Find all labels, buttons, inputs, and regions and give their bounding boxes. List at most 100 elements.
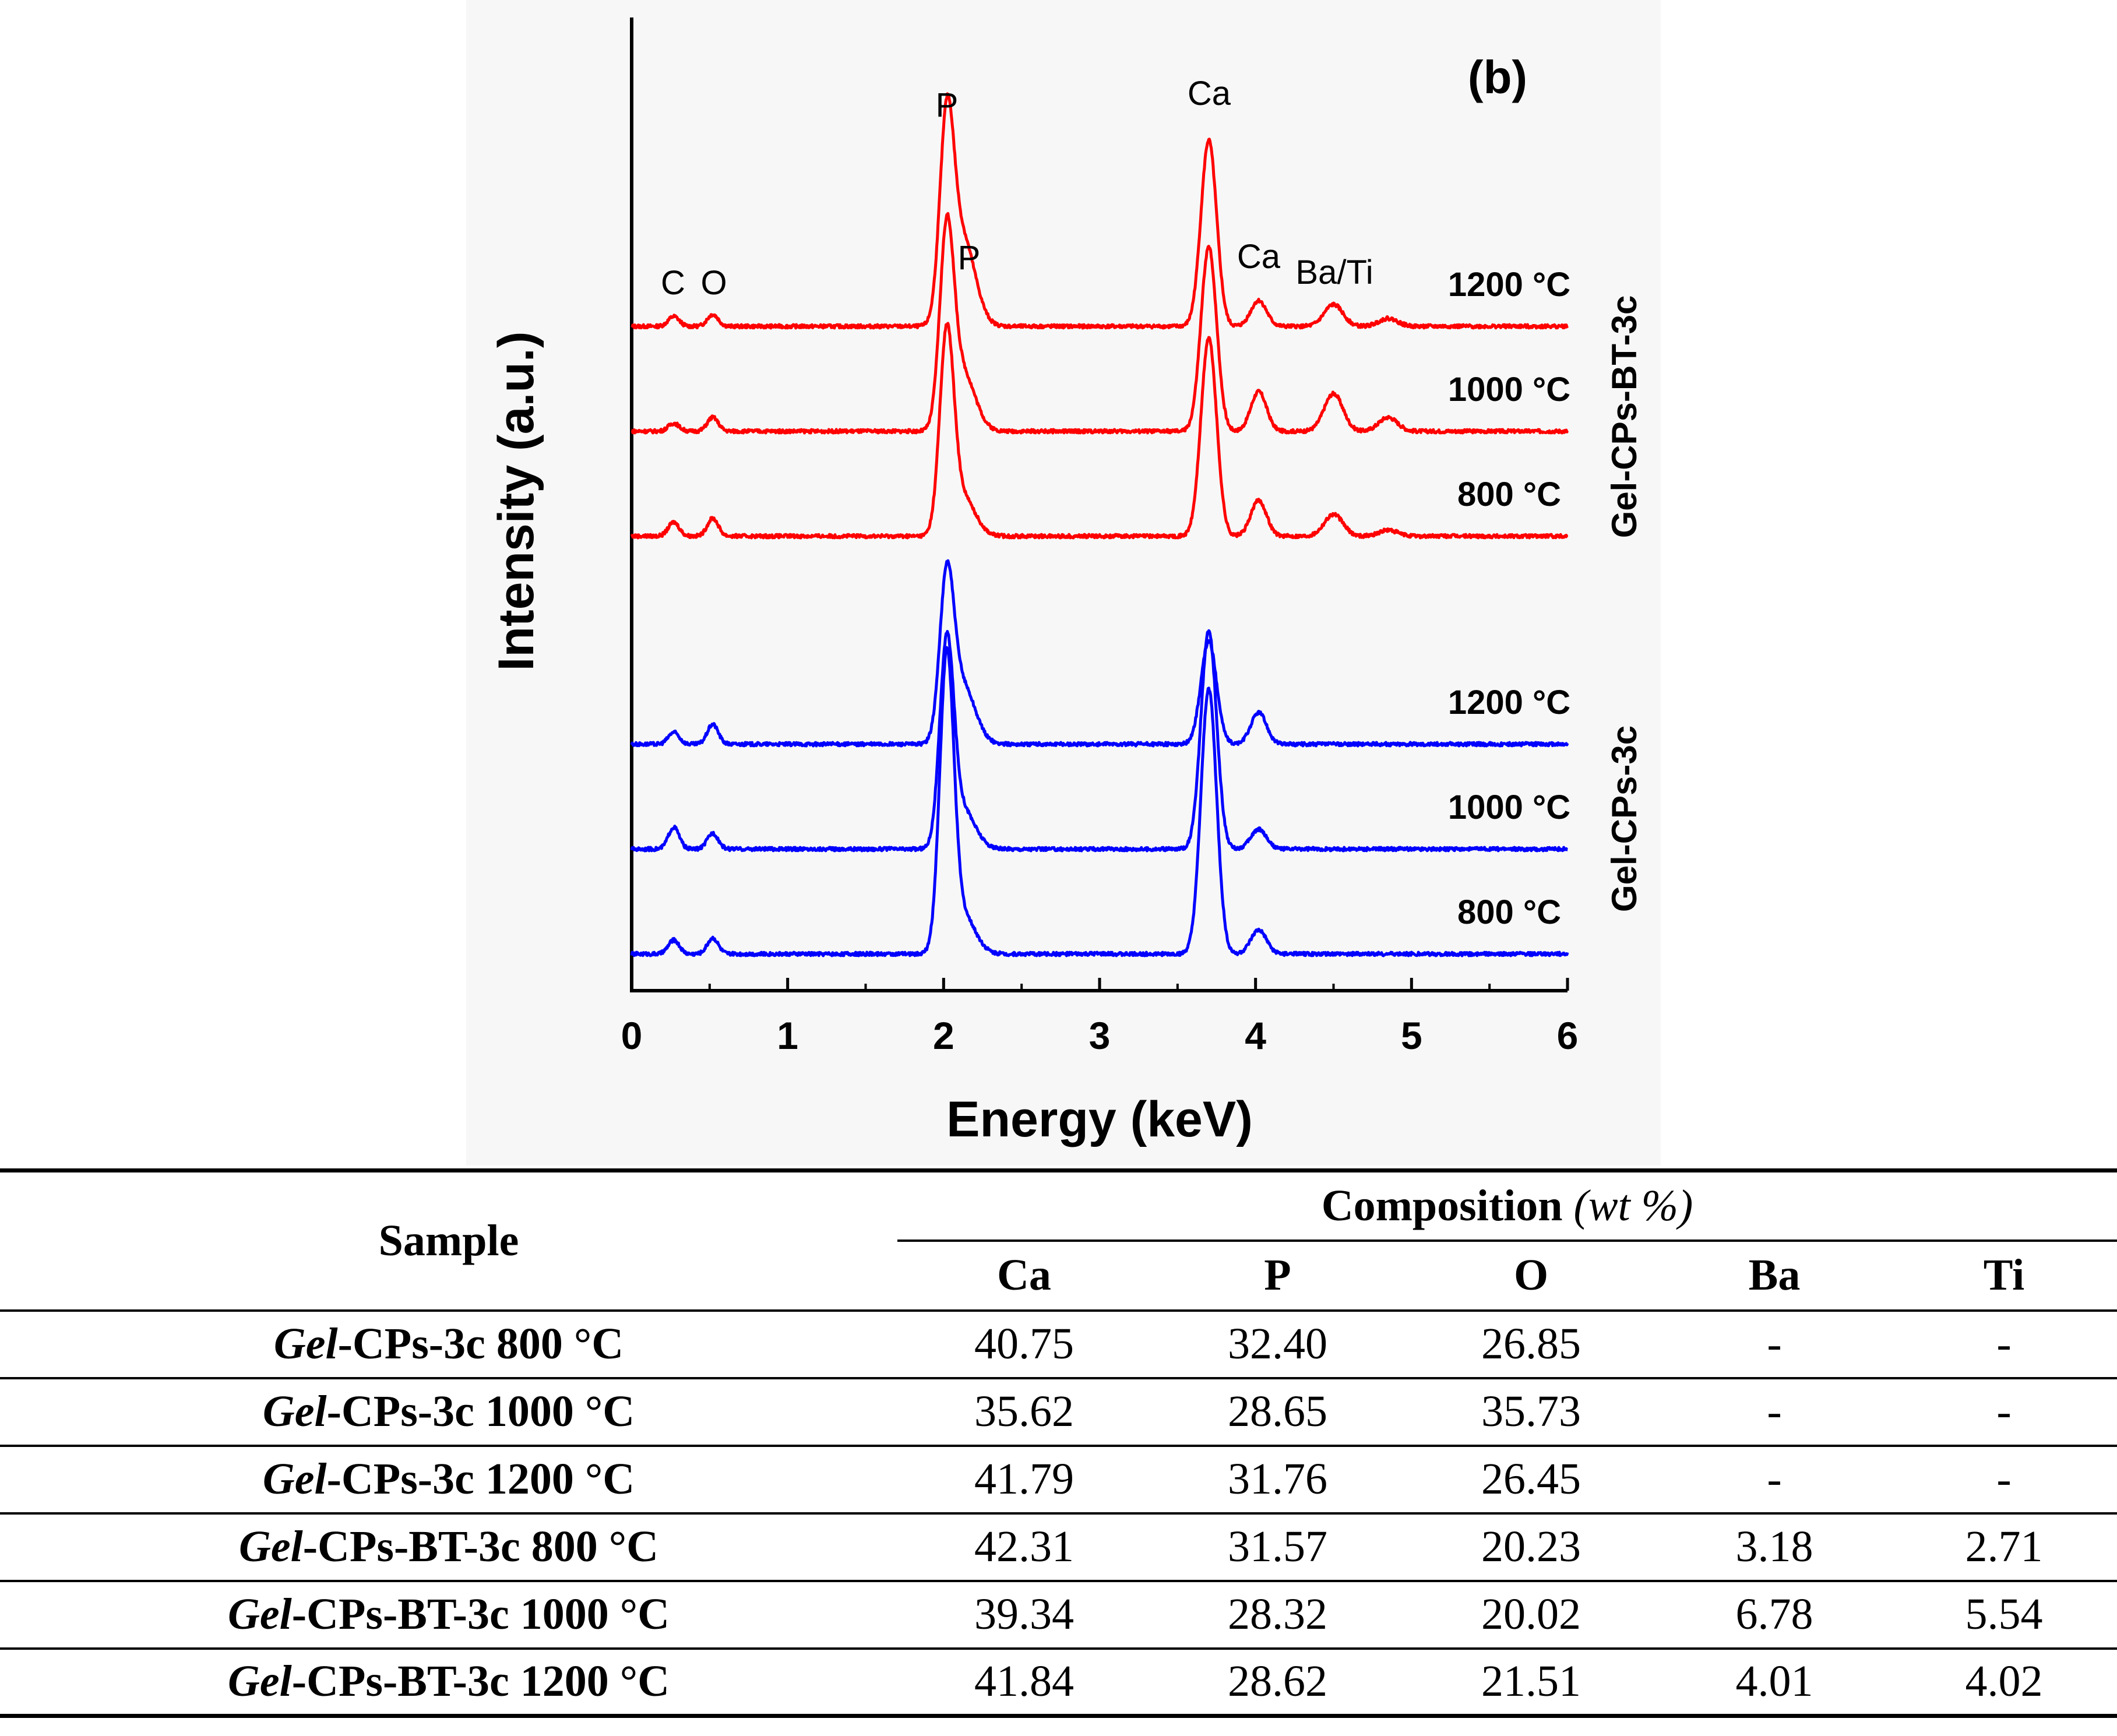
series-label: 1200 °C: [1448, 266, 1570, 304]
value-cell: 21.51: [1404, 1648, 1658, 1718]
x-tick-label: 6: [1557, 1014, 1579, 1057]
value-cell: -: [1891, 1445, 2117, 1515]
col-header-o: O: [1404, 1240, 1658, 1312]
peak-label: Ba/Ti: [1295, 253, 1373, 291]
spectrum-line: [630, 559, 1569, 748]
value-cell: 28.62: [1151, 1648, 1404, 1718]
peak-label: P: [958, 239, 981, 277]
series-label: 800 °C: [1457, 893, 1561, 931]
value-cell: -: [1658, 1378, 1891, 1447]
axes: 0 1 2 3 4 5 6: [621, 17, 1579, 1057]
col-header-ti: Ti: [1891, 1240, 2117, 1312]
composition-title: Composition: [1321, 1181, 1563, 1230]
y-axis-label: Intensity (a.u.): [488, 332, 544, 671]
sample-header: Sample: [0, 1168, 897, 1312]
peak-label: C: [661, 264, 685, 302]
table-row: Gel-CPs-BT-3c 800 °C 42.31 31.57 20.23 3…: [0, 1513, 2117, 1582]
value-cell: 26.85: [1404, 1310, 1658, 1379]
sample-name: -CPs-3c 1200 °C: [326, 1455, 635, 1503]
eds-spectra-chart: 0 1 2 3 4 5 6 Energy (keV) Intensity (a.u.) (b) G…: [488, 17, 1644, 1147]
group-label: Gel-CPs-3c: [1605, 726, 1644, 912]
x-tick-label: 4: [1245, 1014, 1266, 1057]
spectrum-line: [630, 212, 1569, 435]
value-cell: -: [1658, 1445, 1891, 1515]
peak-label: O: [700, 264, 727, 302]
spectrum-curves: [630, 92, 1569, 957]
series-label: 1200 °C: [1448, 684, 1570, 721]
composition-table-wrapper: Sample Composition (wt %) Ca P O Ba Ti G…: [0, 1168, 2117, 1736]
value-cell: 20.02: [1404, 1580, 1658, 1650]
spectrum-line: [630, 646, 1569, 957]
value-cell: 20.23: [1404, 1513, 1658, 1582]
value-cell: 42.31: [897, 1513, 1151, 1582]
value-cell: 5.54: [1891, 1580, 2117, 1650]
sample-name: -CPs-BT-3c 1200 °C: [291, 1657, 670, 1706]
spectrum-line: [630, 92, 1569, 330]
table-row: Gel-CPs-3c 1000 °C 35.62 28.65 35.73 - -: [0, 1378, 2117, 1447]
value-cell: 32.40: [1151, 1310, 1404, 1379]
value-cell: 31.76: [1151, 1445, 1404, 1515]
value-cell: -: [1891, 1378, 2117, 1447]
spectrum-line: [630, 322, 1569, 540]
sample-prefix: Gel: [228, 1657, 292, 1706]
x-tick-label: 2: [933, 1014, 954, 1057]
sample-prefix: Gel: [262, 1387, 327, 1436]
sample-prefix: Gel: [273, 1319, 338, 1368]
x-tick-label: 5: [1401, 1014, 1422, 1057]
value-cell: 26.45: [1404, 1445, 1658, 1515]
col-header-p: P: [1151, 1240, 1404, 1312]
peak-label: Ca: [1188, 75, 1231, 112]
x-tick-label: 3: [1089, 1014, 1111, 1057]
group-label: Gel-CPs-BT-3c: [1605, 295, 1644, 538]
col-header-ba: Ba: [1658, 1240, 1891, 1312]
value-cell: 2.71: [1891, 1513, 2117, 1582]
eds-figure: 0 1 2 3 4 5 6 Energy (keV) Intensity (a.u.) (b) G…: [466, 0, 1661, 1165]
value-cell: 40.75: [897, 1310, 1151, 1379]
table-row: Gel-CPs-BT-3c 1200 °C 41.84 28.62 21.51 …: [0, 1648, 2117, 1718]
sample-prefix: Gel: [239, 1522, 303, 1571]
table-row: Gel-CPs-BT-3c 1000 °C 39.34 28.32 20.02 …: [0, 1580, 2117, 1650]
sample-cell: Gel-CPs-BT-3c 1000 °C: [0, 1580, 897, 1650]
value-cell: 41.84: [897, 1648, 1151, 1718]
value-cell: -: [1658, 1310, 1891, 1379]
value-cell: 39.34: [897, 1580, 1151, 1650]
value-cell: -: [1891, 1310, 2117, 1379]
sample-prefix: Gel: [262, 1455, 327, 1503]
sample-name: -CPs-3c 800 °C: [337, 1319, 624, 1368]
x-tick-label: 1: [777, 1014, 798, 1057]
sample-name: -CPs-BT-3c 800 °C: [302, 1522, 658, 1571]
header-row-1: Sample Composition (wt %): [0, 1168, 2117, 1312]
value-cell: 35.73: [1404, 1378, 1658, 1447]
value-cell: 4.01: [1658, 1648, 1891, 1718]
table-row: Gel-CPs-3c 800 °C 40.75 32.40 26.85 - -: [0, 1310, 2117, 1379]
series-label: 800 °C: [1457, 476, 1561, 513]
series-label: 1000 °C: [1448, 371, 1570, 409]
value-cell: 6.78: [1658, 1580, 1891, 1650]
value-cell: 35.62: [897, 1378, 1151, 1447]
sample-cell: Gel-CPs-3c 800 °C: [0, 1310, 897, 1379]
sample-cell: Gel-CPs-BT-3c 1200 °C: [0, 1648, 897, 1718]
value-cell: 28.65: [1151, 1378, 1404, 1447]
sample-prefix: Gel: [228, 1590, 292, 1639]
composition-table: Sample Composition (wt %) Ca P O Ba Ti G…: [0, 1168, 2117, 1718]
value-cell: 3.18: [1658, 1513, 1891, 1582]
composition-header: Composition (wt %): [897, 1168, 2117, 1242]
figure-background: [466, 0, 1661, 1165]
sample-name: -CPs-BT-3c 1000 °C: [291, 1590, 670, 1639]
chart-labels: Energy (keV) Intensity (a.u.) (b) Gel-CPs-B…: [488, 51, 1644, 1147]
value-cell: 4.02: [1891, 1648, 2117, 1718]
spectrum-line: [630, 629, 1569, 853]
peak-label: P: [936, 86, 959, 124]
col-header-ca: Ca: [897, 1240, 1151, 1312]
x-axis-label: Energy (keV): [946, 1091, 1253, 1147]
peak-label: Ca: [1237, 238, 1281, 276]
composition-unit: (wt %): [1573, 1181, 1693, 1230]
sample-cell: Gel-CPs-BT-3c 800 °C: [0, 1513, 897, 1582]
sample-cell: Gel-CPs-3c 1200 °C: [0, 1445, 897, 1515]
value-cell: 41.79: [897, 1445, 1151, 1515]
series-label: 1000 °C: [1448, 788, 1570, 826]
panel-label: (b): [1468, 51, 1527, 103]
x-tick-label: 0: [621, 1014, 643, 1057]
sample-name: -CPs-3c 1000 °C: [326, 1387, 635, 1436]
value-cell: 31.57: [1151, 1513, 1404, 1582]
